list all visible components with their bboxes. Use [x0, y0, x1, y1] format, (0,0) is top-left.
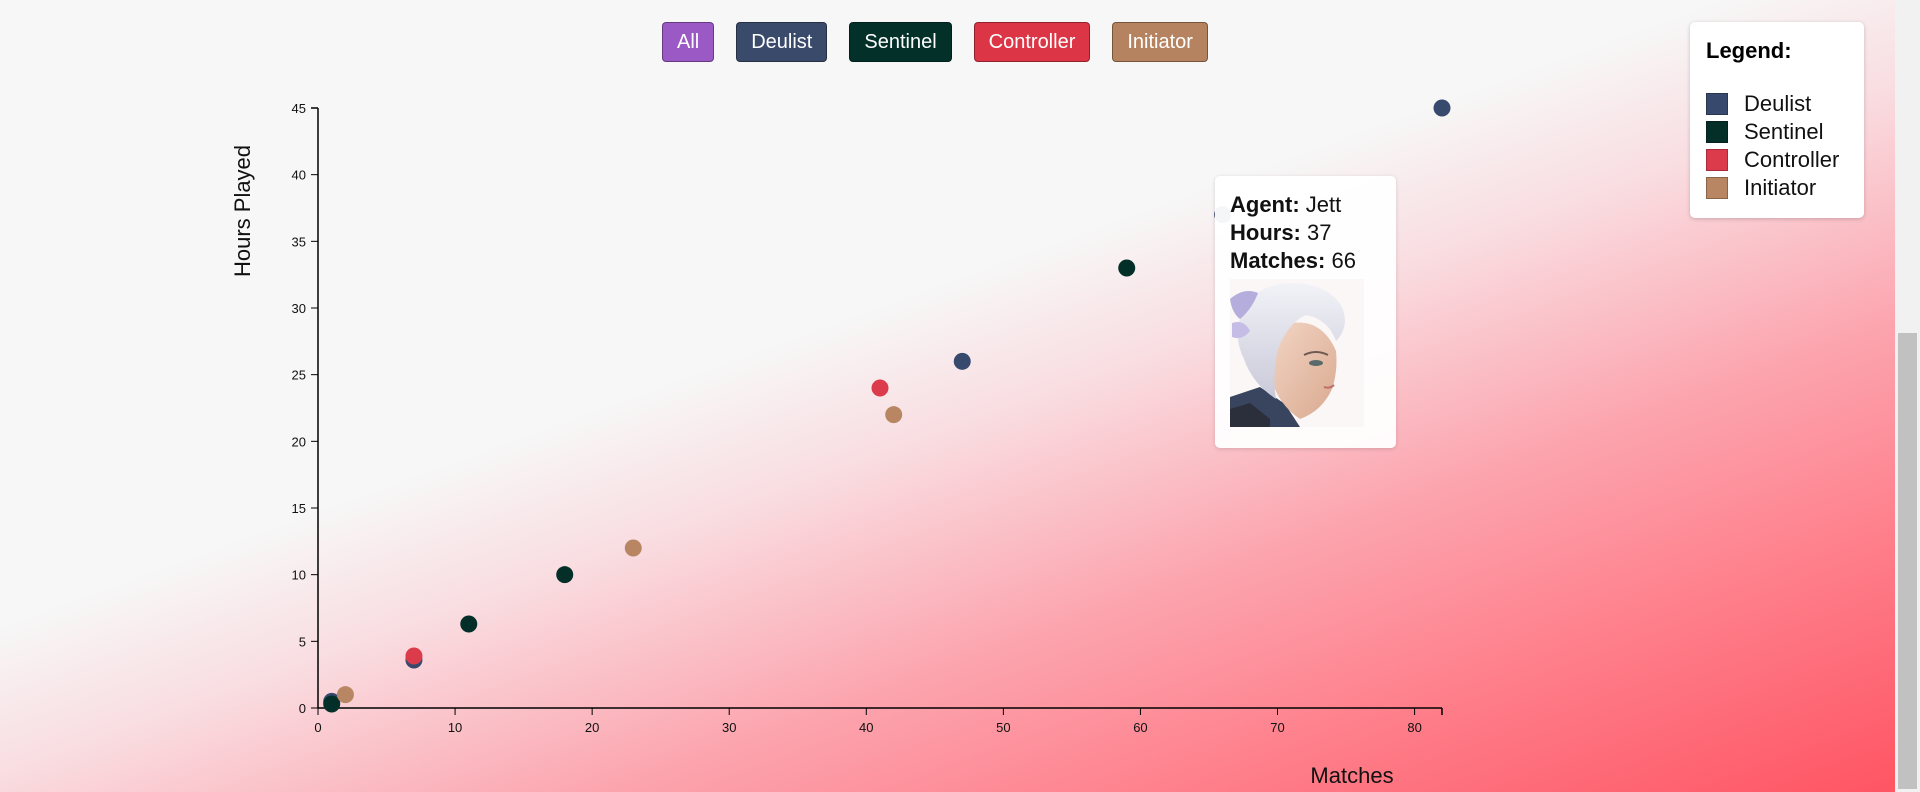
data-point-sentinel	[556, 566, 574, 584]
y-tick-label: 5	[299, 634, 306, 649]
data-point-initiator	[336, 686, 354, 704]
filter-initiator-button[interactable]: Initiator	[1112, 22, 1208, 62]
tooltip-hours-value: 37	[1307, 220, 1332, 245]
legend-label: Deulist	[1744, 91, 1812, 116]
tooltip-agent-row: Agent: Jett	[1230, 191, 1381, 219]
y-axis-label: Hours Played	[230, 145, 255, 277]
legend-label: Sentinel	[1744, 119, 1824, 144]
filter-controller-button[interactable]: Controller	[973, 22, 1091, 62]
filter-bar: All Deulist Sentinel Controller Initiato…	[662, 22, 1208, 62]
x-tick-label: 30	[722, 720, 736, 735]
legend-swatch	[1706, 93, 1728, 115]
data-point-initiator	[624, 539, 642, 557]
legend-label: Controller	[1744, 147, 1840, 172]
data-point-sentinel	[460, 615, 478, 633]
data-point-sentinel	[1118, 259, 1136, 277]
tooltip-hours-label: Hours:	[1230, 220, 1301, 245]
y-tick-label: 10	[292, 568, 306, 583]
data-point-controller	[405, 647, 423, 665]
y-tick-label: 40	[292, 168, 306, 183]
scatter-chart: 0 10 20 30 40 50 60 70 80 0 5 10 15 20 25 30 35 40 45 Hour…	[230, 99, 1451, 788]
legend: Legend: Deulist Sentinel Controller Init…	[1690, 22, 1864, 218]
tooltip-agent-value: Jett	[1305, 192, 1342, 217]
x-tick-label: 60	[1133, 720, 1147, 735]
tooltip-matches-label: Matches:	[1230, 248, 1326, 273]
filter-sentinel-button[interactable]: Sentinel	[849, 22, 952, 62]
x-tick-label: 0	[314, 720, 321, 735]
legend-item-controller: Controller	[1706, 146, 1848, 174]
tooltip-hours-row: Hours: 37	[1230, 219, 1381, 247]
legend-title: Legend:	[1706, 38, 1792, 63]
x-tick-label: 20	[585, 720, 599, 735]
y-tick-label: 35	[292, 234, 306, 249]
filter-deulist-button[interactable]: Deulist	[736, 22, 828, 62]
y-tick-label: 15	[292, 501, 306, 516]
y-tick-label: 0	[299, 701, 306, 716]
legend-item-deulist: Deulist	[1706, 90, 1848, 118]
y-tick-label: 25	[292, 368, 306, 383]
data-point-deulist	[1433, 99, 1451, 117]
y-tick-label: 30	[292, 301, 306, 316]
legend-label: Initiator	[1744, 175, 1817, 200]
x-tick-label: 50	[996, 720, 1010, 735]
data-point-sentinel	[323, 695, 341, 713]
agent-tooltip: Agent: Jett Hours: 37 Matches: 66	[1215, 176, 1396, 448]
legend-swatch	[1706, 177, 1728, 199]
chart-axes: 0 10 20 30 40 50 60 70 80 0 5 10 15 20 25 30 35 40 45	[292, 101, 1443, 735]
tooltip-matches-value: 66	[1331, 248, 1356, 273]
x-tick-label: 70	[1270, 720, 1284, 735]
y-tick-label: 45	[292, 101, 306, 116]
x-tick-label: 40	[859, 720, 873, 735]
data-point-controller	[871, 379, 889, 397]
x-tick-label: 80	[1407, 720, 1421, 735]
legend-item-sentinel: Sentinel	[1706, 118, 1848, 146]
tooltip-matches-row: Matches: 66	[1230, 247, 1381, 275]
filter-all-button[interactable]: All	[662, 22, 715, 62]
y-tick-label: 20	[292, 434, 306, 449]
x-tick-label: 10	[448, 720, 462, 735]
tooltip-agent-label: Agent:	[1230, 192, 1300, 217]
legend-item-initiator: Initiator	[1706, 174, 1848, 202]
legend-swatch	[1706, 149, 1728, 171]
legend-swatch	[1706, 121, 1728, 143]
agent-portrait-image	[1230, 279, 1364, 427]
data-point-deulist	[953, 352, 971, 370]
data-point-initiator	[885, 406, 903, 424]
x-axis-label: Matches	[1310, 763, 1393, 788]
scrollbar-thumb[interactable]	[1898, 333, 1917, 789]
